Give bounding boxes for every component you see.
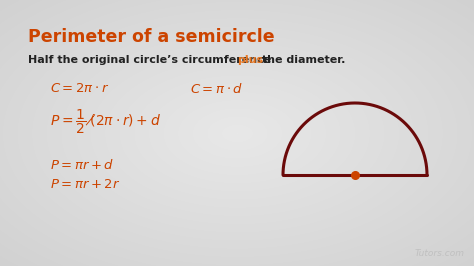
Text: $C = 2\pi \cdot r$: $C = 2\pi \cdot r$ bbox=[50, 82, 109, 95]
Text: $P = \pi r + 2r$: $P = \pi r + 2r$ bbox=[50, 178, 120, 191]
Text: $C = \pi \cdot d$: $C = \pi \cdot d$ bbox=[190, 82, 243, 96]
Text: plus: plus bbox=[237, 55, 263, 65]
Text: $P = \pi r + d$: $P = \pi r + d$ bbox=[50, 158, 114, 172]
Text: the diameter.: the diameter. bbox=[258, 55, 346, 65]
Text: Tutors.com: Tutors.com bbox=[415, 249, 465, 258]
Text: Perimeter of a semicircle: Perimeter of a semicircle bbox=[28, 28, 274, 46]
Text: $P = \dfrac{1}{2}\;(\not{2}\pi \cdot r) + d$: $P = \dfrac{1}{2}\;(\not{2}\pi \cdot r) … bbox=[50, 108, 161, 136]
Text: Half the original circle’s circumference: Half the original circle’s circumference bbox=[28, 55, 275, 65]
